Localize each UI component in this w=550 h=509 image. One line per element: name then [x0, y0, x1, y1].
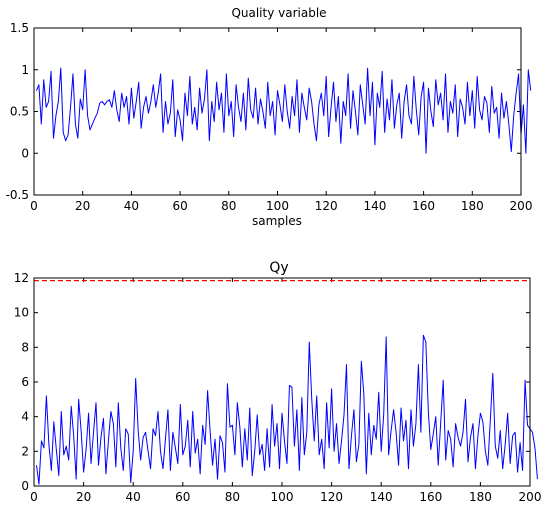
- x-tick-label: 80: [221, 199, 236, 213]
- x-tick-label: 60: [175, 490, 190, 504]
- x-tick-label: 60: [172, 199, 187, 213]
- y-tick-label: 1: [21, 63, 29, 77]
- plot-area-frame: [33, 277, 531, 487]
- tick-layer: 0 20 40 60 80 100 120 140 160 180 200 0 2 4 6 8 10 12: [14, 271, 542, 504]
- y-tick-label: 2: [21, 444, 29, 458]
- y-tick-label: 4: [21, 410, 29, 424]
- x-tick-label: 40: [124, 199, 139, 213]
- x-tick-label: 180: [461, 199, 484, 213]
- x-tick-label: 0: [30, 490, 38, 504]
- x-tick-label: 20: [76, 490, 91, 504]
- y-tick-label: 1.5: [10, 21, 29, 35]
- x-tick-label: 100: [271, 490, 294, 504]
- chart-title: Qy: [269, 260, 288, 276]
- x-tick-label: 0: [30, 199, 38, 213]
- series-layer: [35, 67, 532, 154]
- series-layer: [34, 280, 538, 485]
- subplot-quality-variable: Quality variable 0 20 40 60 80 100 120 140 160 18…: [6, 6, 533, 228]
- x-axis-label: samples: [252, 214, 302, 228]
- series-line: [35, 334, 538, 485]
- y-tick-label: 0: [21, 479, 29, 493]
- x-tick-label: 160: [412, 199, 435, 213]
- series-line: [35, 67, 532, 154]
- y-tick-label: 0.5: [10, 105, 29, 119]
- x-tick-label: 20: [75, 199, 90, 213]
- x-tick-label: 160: [419, 490, 442, 504]
- x-tick-label: 40: [126, 490, 141, 504]
- x-tick-label: 120: [315, 199, 338, 213]
- tick-layer: 0 20 40 60 80 100 120 140 160 180 200-0.500.511.5: [6, 21, 533, 213]
- y-tick-label: 6: [21, 375, 29, 389]
- y-tick-label: -0.5: [6, 188, 29, 202]
- y-tick-label: 10: [14, 306, 29, 320]
- x-tick-label: 140: [370, 490, 393, 504]
- subplot-qy: Qy 0 20 40 60 80 100 120 140 160 180 200 0 2 4 6 8 10 12: [14, 260, 542, 504]
- x-tick-label: 80: [225, 490, 240, 504]
- y-tick-label: 0: [21, 146, 29, 160]
- x-tick-label: 200: [510, 199, 533, 213]
- plot-area-frame: [33, 27, 522, 196]
- chart-title: Quality variable: [231, 6, 326, 20]
- y-tick-label: 12: [14, 271, 29, 285]
- y-tick-label: 8: [21, 340, 29, 354]
- x-tick-label: 120: [320, 490, 343, 504]
- x-tick-label: 200: [519, 490, 542, 504]
- x-tick-label: 100: [266, 199, 289, 213]
- x-tick-label: 180: [469, 490, 492, 504]
- x-tick-label: 140: [363, 199, 386, 213]
